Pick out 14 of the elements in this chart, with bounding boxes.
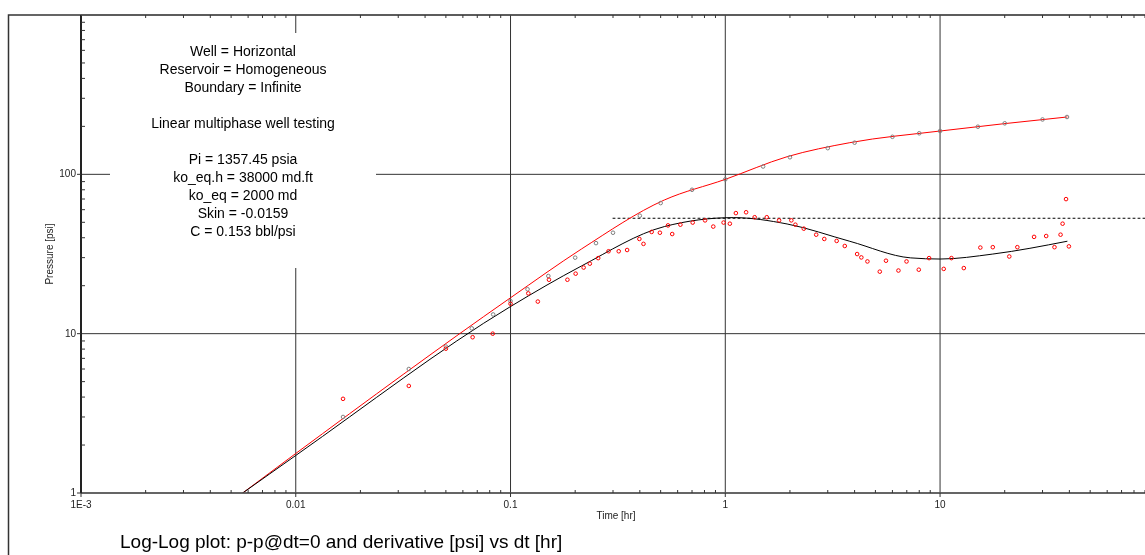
x-tick-label: 0.01 xyxy=(286,499,306,510)
y-tick-label: 1 xyxy=(70,487,77,498)
x-axis-title: Time [hr] xyxy=(596,510,636,521)
annotation: Pi = 1357.45 psia ko_eq.h = 38000 md.ft ko_eq = 2000 md Skin = -0.0159 C = 0.153 bbl/psi xyxy=(173,151,313,239)
x-tick-label: 10 xyxy=(934,499,947,510)
annotation: Well = Horizontal Reservoir = Homogeneous Boundary = Infinite xyxy=(159,43,327,95)
y-tick-label: 10 xyxy=(64,327,77,339)
text: Log-Log plot: p-p@dt=0 and derivative [psi] vs dt [hr] xyxy=(120,531,563,552)
x-tick-label: 1 xyxy=(722,499,729,510)
x-tick-label: 1E-3 xyxy=(70,499,92,510)
x-tick-label: 0.1 xyxy=(503,499,518,510)
y-axis-title: Pressure [psi] xyxy=(44,223,55,285)
annotation: Linear multiphase well testing xyxy=(151,115,335,131)
y-tick-label: 100 xyxy=(59,168,77,180)
